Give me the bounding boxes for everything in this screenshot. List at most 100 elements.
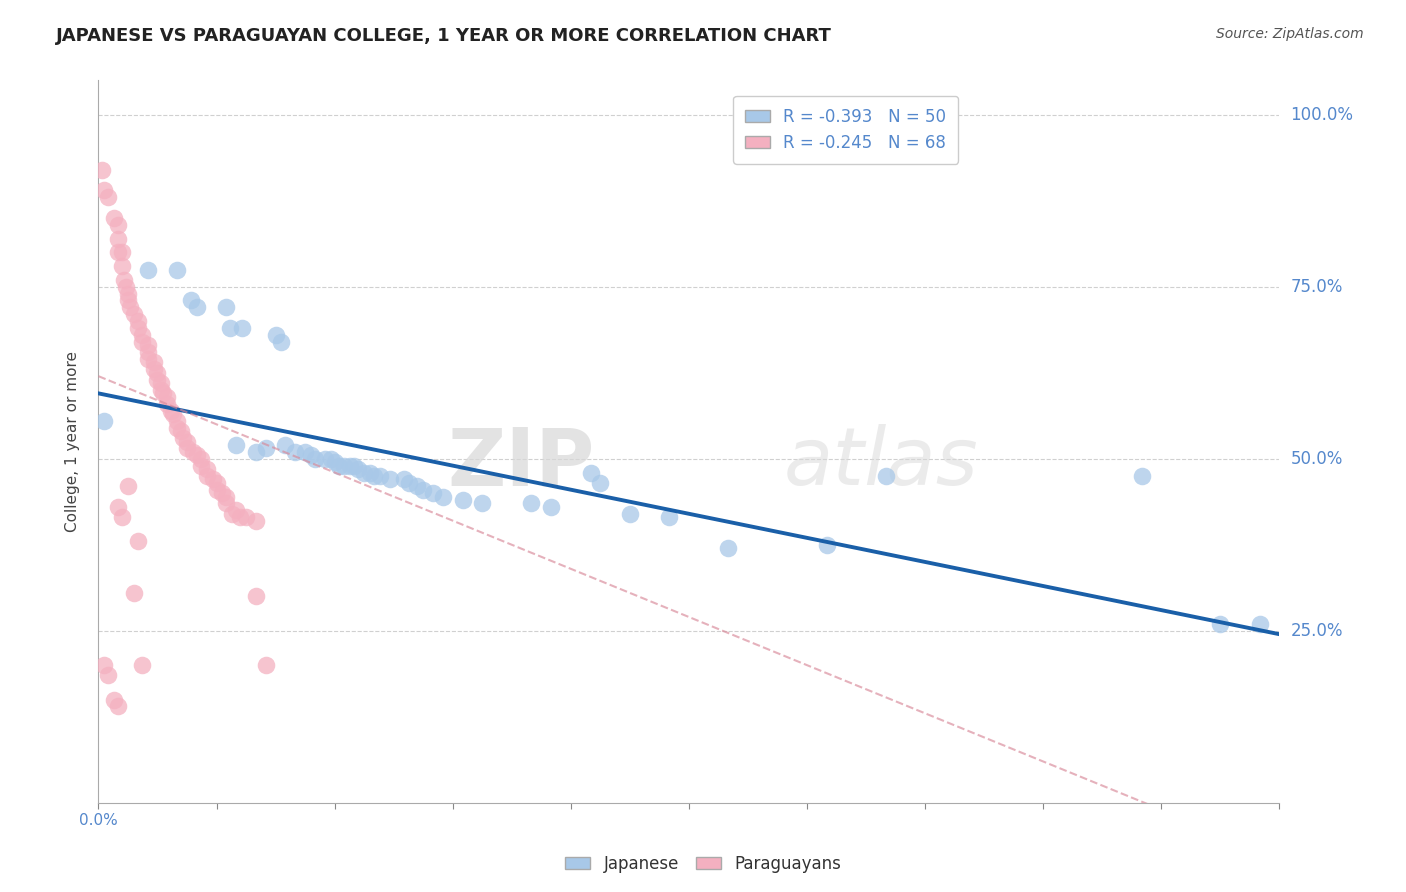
- Point: [180, 293, 202, 308]
- Point: [156, 390, 179, 404]
- Point: [103, 211, 125, 225]
- Point: [160, 403, 183, 417]
- Point: [422, 486, 444, 500]
- Point: [97, 668, 120, 682]
- Point: [122, 586, 145, 600]
- Text: 75.0%: 75.0%: [1291, 277, 1343, 296]
- Point: [579, 466, 602, 480]
- Point: [359, 466, 381, 480]
- Point: [284, 445, 307, 459]
- Point: [343, 458, 366, 473]
- Point: [170, 424, 193, 438]
- Point: [717, 541, 740, 556]
- Point: [815, 538, 838, 552]
- Point: [205, 475, 228, 490]
- Point: [264, 327, 287, 342]
- Point: [172, 431, 194, 445]
- Point: [589, 475, 612, 490]
- Point: [107, 245, 129, 260]
- Point: [190, 458, 212, 473]
- Point: [205, 483, 228, 497]
- Text: atlas: atlas: [783, 425, 979, 502]
- Point: [231, 321, 253, 335]
- Point: [181, 445, 204, 459]
- Point: [195, 462, 218, 476]
- Point: [215, 301, 238, 315]
- Point: [136, 351, 159, 366]
- Text: 25.0%: 25.0%: [1291, 622, 1343, 640]
- Y-axis label: College, 1 year or more: College, 1 year or more: [65, 351, 80, 532]
- Point: [392, 472, 415, 486]
- Point: [107, 231, 129, 245]
- Point: [245, 590, 267, 604]
- Point: [162, 407, 184, 421]
- Point: [176, 434, 198, 449]
- Point: [115, 279, 138, 293]
- Point: [152, 386, 174, 401]
- Point: [111, 510, 134, 524]
- Point: [127, 534, 149, 549]
- Point: [225, 438, 247, 452]
- Point: [131, 327, 153, 342]
- Point: [107, 699, 129, 714]
- Legend: Japanese, Paraguayans: Japanese, Paraguayans: [558, 848, 848, 880]
- Point: [211, 486, 233, 500]
- Point: [201, 472, 224, 486]
- Point: [186, 301, 208, 315]
- Point: [619, 507, 641, 521]
- Point: [254, 442, 277, 456]
- Point: [221, 507, 243, 521]
- Point: [176, 442, 198, 456]
- Point: [304, 451, 326, 466]
- Point: [146, 366, 169, 380]
- Point: [93, 414, 115, 428]
- Point: [451, 493, 474, 508]
- Point: [131, 334, 153, 349]
- Point: [520, 496, 543, 510]
- Point: [875, 469, 897, 483]
- Point: [93, 658, 115, 673]
- Point: [378, 472, 401, 486]
- Point: [93, 183, 115, 197]
- Point: [91, 162, 114, 177]
- Point: [245, 445, 267, 459]
- Point: [156, 397, 179, 411]
- Point: [166, 262, 188, 277]
- Point: [117, 479, 139, 493]
- Point: [107, 500, 129, 514]
- Point: [412, 483, 434, 497]
- Point: [186, 448, 208, 462]
- Point: [540, 500, 562, 514]
- Point: [195, 469, 218, 483]
- Point: [333, 458, 356, 473]
- Point: [131, 658, 153, 673]
- Point: [432, 490, 454, 504]
- Point: [254, 658, 277, 673]
- Point: [1209, 616, 1232, 631]
- Point: [368, 469, 391, 483]
- Text: Source: ZipAtlas.com: Source: ZipAtlas.com: [1216, 27, 1364, 41]
- Point: [299, 448, 322, 462]
- Point: [122, 307, 145, 321]
- Text: ZIP: ZIP: [447, 425, 595, 502]
- Point: [353, 466, 375, 480]
- Point: [97, 190, 120, 204]
- Point: [471, 496, 494, 510]
- Point: [215, 496, 238, 510]
- Point: [136, 345, 159, 359]
- Point: [150, 383, 173, 397]
- Point: [319, 451, 342, 466]
- Point: [111, 245, 134, 260]
- Point: [136, 262, 159, 277]
- Point: [219, 321, 242, 335]
- Point: [111, 259, 134, 273]
- Point: [363, 469, 385, 483]
- Point: [270, 334, 292, 349]
- Point: [166, 414, 188, 428]
- Point: [117, 286, 139, 301]
- Point: [658, 510, 681, 524]
- Point: [112, 273, 135, 287]
- Point: [225, 503, 247, 517]
- Point: [142, 362, 165, 376]
- Point: [107, 218, 129, 232]
